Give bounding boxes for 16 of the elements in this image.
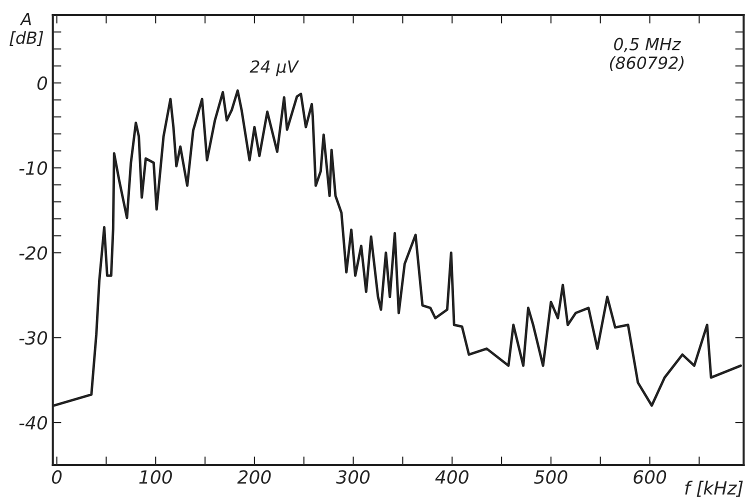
y-axis-title: A [dB] [10, 13, 44, 46]
x-tick-label: 0 [52, 470, 62, 484]
annotation: 24 μV [250, 60, 300, 76]
x-tick-label: 200 [237, 470, 271, 484]
x-tick-label: 400 [435, 470, 468, 484]
y-tick-label: -40 [19, 416, 48, 430]
y-tick-label: -20 [19, 246, 48, 260]
x-axis-title: f [kHz] [685, 480, 743, 497]
annotation: 0,5 MHz (860792) [610, 38, 684, 72]
x-tick-label: 100 [139, 470, 172, 484]
y-tick-label: -30 [19, 331, 48, 345]
x-tick-label: 300 [336, 470, 370, 484]
y-tick-label: 0 [37, 76, 48, 90]
y-tick-label: -10 [19, 161, 48, 175]
x-tick-label: 500 [534, 470, 568, 484]
x-tick-label: 600 [634, 470, 666, 484]
